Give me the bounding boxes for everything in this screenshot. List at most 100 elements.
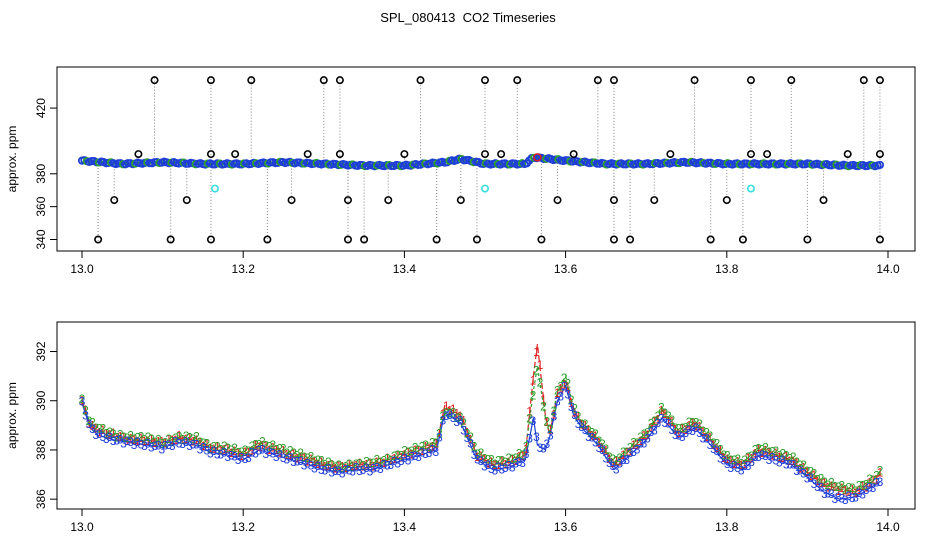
top-x-tick-label: 13.0 xyxy=(70,262,94,276)
bottom-series-marker-2: 2 xyxy=(318,454,325,468)
bottom-series-marker-1: 1 xyxy=(533,345,540,359)
bottom-series-marker-1: 1 xyxy=(370,459,377,473)
bottom-series-marker-1: 1 xyxy=(863,480,870,494)
bottom-series-marker-1: 1 xyxy=(353,459,360,473)
bottom-series-marker-2: 2 xyxy=(644,425,651,439)
bottom-series-marker-2: 2 xyxy=(221,439,228,453)
top-outlier-point xyxy=(182,196,191,205)
bottom-series-marker-2: 2 xyxy=(429,435,436,449)
bottom-series-marker-1: 1 xyxy=(849,482,856,496)
bottom-series-line-1 xyxy=(81,344,881,493)
bottom-series-marker-1: 1 xyxy=(700,425,707,439)
bottom-series-marker-2: 2 xyxy=(707,429,714,443)
bottom-series-marker-3: 3 xyxy=(322,463,329,477)
bottom-series-marker-2: 2 xyxy=(766,445,773,459)
bottom-series-marker-3: 3 xyxy=(412,449,419,463)
bottom-series-marker-2: 2 xyxy=(568,393,575,407)
bottom-series-marker-1: 1 xyxy=(641,428,648,442)
bottom-series-marker-3: 3 xyxy=(290,455,297,469)
bottom-series-marker-2: 2 xyxy=(606,450,613,464)
bottom-series-marker-2: 2 xyxy=(835,480,842,494)
bottom-series-marker-1: 1 xyxy=(603,443,610,457)
bottom-series-marker-2: 2 xyxy=(485,452,492,466)
bottom-series-marker-2: 2 xyxy=(495,453,502,467)
bottom-series-marker-3: 3 xyxy=(568,400,575,414)
bottom-series-marker-1: 1 xyxy=(766,446,773,460)
bottom-series-marker-3: 3 xyxy=(297,454,304,468)
bottom-series-marker-1: 1 xyxy=(124,434,131,448)
bottom-series-marker-3: 3 xyxy=(235,453,242,467)
bottom-series-marker-1: 1 xyxy=(190,435,197,449)
bottom-series-marker-2: 2 xyxy=(367,456,374,470)
bottom-series-marker-1: 1 xyxy=(745,451,752,465)
bottom-series-marker-1: 1 xyxy=(661,407,668,421)
bottom-series-marker-2: 2 xyxy=(179,433,186,447)
bottom-series-marker-3: 3 xyxy=(582,423,589,437)
bottom-series-marker-1: 1 xyxy=(176,429,183,443)
bottom-series-marker-2: 2 xyxy=(120,430,127,444)
bottom-series-marker-2: 2 xyxy=(651,414,658,428)
bottom-series-marker-1: 1 xyxy=(380,456,387,470)
bottom-series-marker-2: 2 xyxy=(342,460,349,474)
bottom-series-marker-1: 1 xyxy=(644,428,651,442)
bottom-series-marker-2: 2 xyxy=(623,445,630,459)
bottom-series-marker-3: 3 xyxy=(256,443,263,457)
top-outlier-point xyxy=(569,150,578,159)
bottom-series-marker-2: 2 xyxy=(79,392,86,406)
bottom-series-marker-3: 3 xyxy=(377,462,384,476)
top-outlier-point xyxy=(263,235,272,244)
bottom-series-marker-2: 2 xyxy=(589,426,596,440)
bottom-series-marker-3: 3 xyxy=(512,456,519,470)
bottom-series-marker-3: 3 xyxy=(252,447,259,461)
top-outlier-point xyxy=(609,76,618,85)
top-outlier-point xyxy=(787,76,796,85)
bottom-series-marker-3: 3 xyxy=(370,461,377,475)
bottom-series-marker-2: 2 xyxy=(859,478,866,492)
bottom-series-marker-1: 1 xyxy=(106,428,113,442)
bottom-series-marker-3: 3 xyxy=(849,491,856,505)
bottom-series-marker-2: 2 xyxy=(339,461,346,475)
bottom-series-marker-2: 2 xyxy=(297,446,304,460)
bottom-series-marker-2: 2 xyxy=(113,430,120,444)
bottom-series-marker-2: 2 xyxy=(599,437,606,451)
bottom-series-marker-1: 1 xyxy=(769,449,776,463)
bottom-series-marker-2: 2 xyxy=(675,422,682,436)
bottom-series-marker-2: 2 xyxy=(502,455,509,469)
bottom-series-marker-2: 2 xyxy=(530,389,537,403)
bottom-series-marker-1: 1 xyxy=(172,433,179,447)
bottom-series-marker-1: 1 xyxy=(530,374,537,388)
bottom-series-marker-1: 1 xyxy=(429,440,436,454)
bottom-series-marker-2: 2 xyxy=(825,478,832,492)
top-outlier-point xyxy=(875,235,884,244)
bottom-series-marker-2: 2 xyxy=(831,479,838,493)
bottom-series-marker-1: 1 xyxy=(374,455,381,469)
bottom-series-marker-3: 3 xyxy=(96,427,103,441)
bottom-series-marker-1: 1 xyxy=(807,469,814,483)
bottom-series-marker-1: 1 xyxy=(544,415,551,429)
bottom-series-marker-2: 2 xyxy=(537,375,544,389)
bottom-series-marker-3: 3 xyxy=(245,451,252,465)
bottom-series-marker-3: 3 xyxy=(866,480,873,494)
bottom-series-marker-3: 3 xyxy=(460,423,467,437)
top-outlier-point xyxy=(875,76,884,85)
bottom-series-marker-3: 3 xyxy=(870,481,877,495)
bottom-series-marker-3: 3 xyxy=(169,439,176,453)
top-outlier-point xyxy=(319,76,328,85)
bottom-series-marker-2: 2 xyxy=(634,436,641,450)
bottom-series-marker-1: 1 xyxy=(609,456,616,470)
bottom-series-marker-2: 2 xyxy=(856,479,863,493)
bottom-series-marker-1: 1 xyxy=(672,422,679,436)
bottom-series-marker-3: 3 xyxy=(269,446,276,460)
bottom-series-marker-3: 3 xyxy=(183,435,190,449)
bottom-series-marker-1: 1 xyxy=(696,420,703,434)
bottom-series-marker-1: 1 xyxy=(679,422,686,436)
bottom-series-marker-2: 2 xyxy=(731,453,738,467)
bottom-series-marker-1: 1 xyxy=(786,454,793,468)
bottom-series-marker-2: 2 xyxy=(370,456,377,470)
bottom-series-marker-1: 1 xyxy=(703,430,710,444)
bottom-series-marker-3: 3 xyxy=(616,457,623,471)
bottom-series-marker-3: 3 xyxy=(852,490,859,504)
top-outlier-point xyxy=(626,235,635,244)
top-cyan-point xyxy=(746,184,755,193)
bottom-series-marker-2: 2 xyxy=(287,444,294,458)
